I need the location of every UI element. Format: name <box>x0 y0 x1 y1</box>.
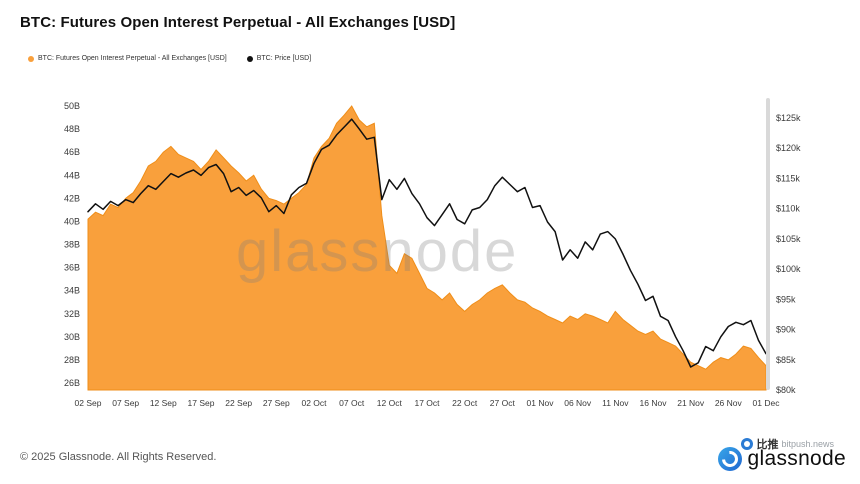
right-axis-tick: $90k <box>776 325 796 335</box>
x-axis-tick: 17 Oct <box>414 398 440 408</box>
x-axis-tick: 12 Sep <box>150 398 177 408</box>
left-axis-tick: 36B <box>64 263 80 273</box>
price-legend-dot <box>246 55 253 62</box>
left-axis-tick: 26B <box>64 378 80 388</box>
x-axis-tick: 16 Nov <box>640 398 668 408</box>
legend-item-open-interest[interactable]: BTC: Futures Open Interest Perpetual - A… <box>28 55 227 62</box>
x-axis-tick: 27 Oct <box>490 398 516 408</box>
price-line-series[interactable] <box>87 118 767 368</box>
bitpush-icon <box>741 438 754 450</box>
x-axis-tick: 07 Sep <box>112 398 139 408</box>
glassnode-wordmark: glassnode <box>747 447 846 470</box>
left-axis-tick: 42B <box>64 193 80 203</box>
left-axis-tick: 30B <box>64 332 80 342</box>
right-axis-tick: $120k <box>776 143 801 153</box>
left-axis-tick: 38B <box>64 240 80 250</box>
price-legend-label: BTC: Price [USD] <box>256 55 312 62</box>
right-axis-tick: $105k <box>776 234 801 244</box>
x-axis-tick: 11 Nov <box>602 398 629 408</box>
right-axis-tick: $110k <box>776 204 800 214</box>
x-axis-tick: 22 Sep <box>225 398 252 408</box>
x-axis-tick: 21 Nov <box>677 398 705 408</box>
x-axis-tick: 12 Oct <box>377 398 403 408</box>
legend-item-price[interactable]: BTC: Price [USD] <box>246 55 312 62</box>
chart-scrollbar[interactable] <box>766 98 770 390</box>
bitpush-cn-text: 比推 <box>756 439 779 451</box>
x-axis-tick: 22 Oct <box>452 398 478 408</box>
x-axis-tick: 02 Sep <box>75 398 102 408</box>
left-axis-tick: 50B <box>64 101 80 111</box>
x-axis-tick: 01 Dec <box>753 398 781 408</box>
x-axis-tick: 26 Nov <box>715 398 743 408</box>
x-axis-tick: 07 Oct <box>339 398 365 408</box>
right-axis-tick: $100k <box>776 264 801 274</box>
open-interest-legend-dot <box>28 55 34 62</box>
left-axis-labels: 50B 48B 46B 44B 42B 40B 38B 36B 34B 32B 30B 28B 26B <box>64 101 80 388</box>
left-axis-tick: 32B <box>64 309 80 319</box>
glassnode-icon <box>717 447 742 471</box>
page-title: BTC: Futures Open Interest Perpetual - A… <box>20 14 456 31</box>
x-axis-labels: 02 Sep 07 Sep 12 Sep 17 Sep 22 Sep 27 Sep 02 O… <box>75 398 781 408</box>
chart: 50B 48B 46B 44B 42B 40B 38B 36B 34B 32B 30B 28B 26B $… <box>0 88 860 418</box>
bitpush-en-text: bitpush.news <box>781 439 834 449</box>
x-axis-tick: 01 Nov <box>527 398 555 408</box>
x-axis-tick: 06 Nov <box>564 398 592 408</box>
left-axis-tick: 46B <box>64 147 80 157</box>
open-interest-legend-label: BTC: Futures Open Interest Perpetual - A… <box>38 55 227 62</box>
left-axis-tick: 40B <box>64 216 80 226</box>
left-axis-tick: 28B <box>64 355 80 365</box>
chart-canvas[interactable]: 50B 48B 46B 44B 42B 40B 38B 36B 34B 32B 30B 28B 26B $… <box>0 88 860 418</box>
right-axis-tick: $80k <box>776 385 796 395</box>
x-axis-tick: 17 Sep <box>188 398 215 408</box>
right-axis-tick: $125k <box>776 113 801 123</box>
copyright-text: © 2025 Glassnode. All Rights Reserved. <box>20 451 217 463</box>
left-axis-tick: 34B <box>64 286 80 296</box>
left-axis-tick: 48B <box>64 124 80 134</box>
bitpush-badge: 比推 bitpush.news <box>741 436 834 452</box>
right-axis-labels: $125k $120k $115k $110k $105k $100k $95k $90k $8… <box>776 113 801 395</box>
legend: BTC: Futures Open Interest Perpetual - A… <box>28 55 311 62</box>
x-axis-tick: 02 Oct <box>301 398 327 408</box>
open-interest-area-series[interactable] <box>87 105 767 391</box>
left-axis-tick: 44B <box>64 170 80 180</box>
right-axis-tick: $85k <box>776 355 796 365</box>
x-axis-tick: 27 Sep <box>263 398 290 408</box>
right-axis-tick: $95k <box>776 294 796 304</box>
glassnode-logo[interactable]: glassnode <box>717 447 846 471</box>
right-axis-tick: $115k <box>776 173 800 183</box>
